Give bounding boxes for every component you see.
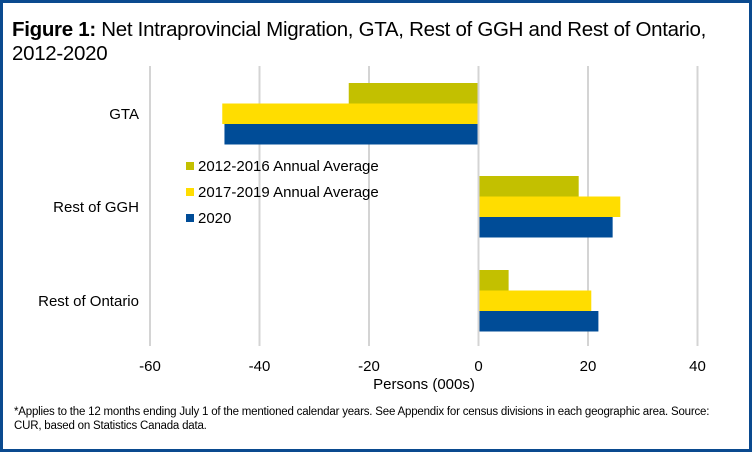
x-tick-label: 0	[474, 358, 482, 375]
figure-title-prefix: Figure 1:	[12, 18, 96, 41]
bar-2012-2016-annual-average-rest-of-ontario	[478, 270, 509, 291]
bars	[222, 66, 621, 346]
x-axis-label: Persons (000s)	[373, 376, 475, 393]
legend: 2012-2016 Annual Average 2017-2019 Annual…	[186, 158, 379, 227]
legend-swatch	[186, 162, 194, 170]
bar-2017-2019-annual-average-rest-of-ggh	[478, 196, 621, 217]
x-tick-labels: -60 -40 -20 0 20 40	[139, 358, 706, 375]
bar-2020-rest-of-ontario	[478, 311, 599, 332]
bar-2020-gta	[224, 124, 479, 145]
bar-2020-rest-of-ggh	[478, 217, 613, 238]
legend-label: 2020	[198, 210, 231, 227]
legend-label: 2012-2016 Annual Average	[198, 158, 379, 175]
x-tick-label: -40	[249, 358, 271, 375]
legend-swatch	[186, 188, 194, 196]
figure-title: Figure 1: Net Intraprovincial Migration,…	[12, 18, 732, 66]
category-label: Rest of GGH	[53, 199, 139, 216]
legend-swatch	[186, 214, 194, 222]
figure-title-text: Net Intraprovincial Migration, GTA, Rest…	[12, 18, 706, 65]
category-label: GTA	[109, 106, 139, 123]
bar-2017-2019-annual-average-rest-of-ontario	[478, 290, 592, 311]
bar-2012-2016-annual-average-gta	[348, 83, 479, 104]
bar-2017-2019-annual-average-gta	[222, 103, 479, 124]
x-tick-label: 40	[689, 358, 706, 375]
category-label: Rest of Ontario	[38, 293, 139, 310]
footnote: *Applies to the 12 months ending July 1 …	[14, 406, 710, 432]
legend-label: 2017-2019 Annual Average	[198, 184, 379, 201]
x-tick-label: -20	[358, 358, 380, 375]
category-labels: GTA Rest of GGH Rest of Ontario	[38, 106, 139, 310]
bar-2012-2016-annual-average-rest-of-ggh	[478, 176, 579, 197]
x-tick-label: -60	[139, 358, 161, 375]
x-tick-label: 20	[580, 358, 597, 375]
